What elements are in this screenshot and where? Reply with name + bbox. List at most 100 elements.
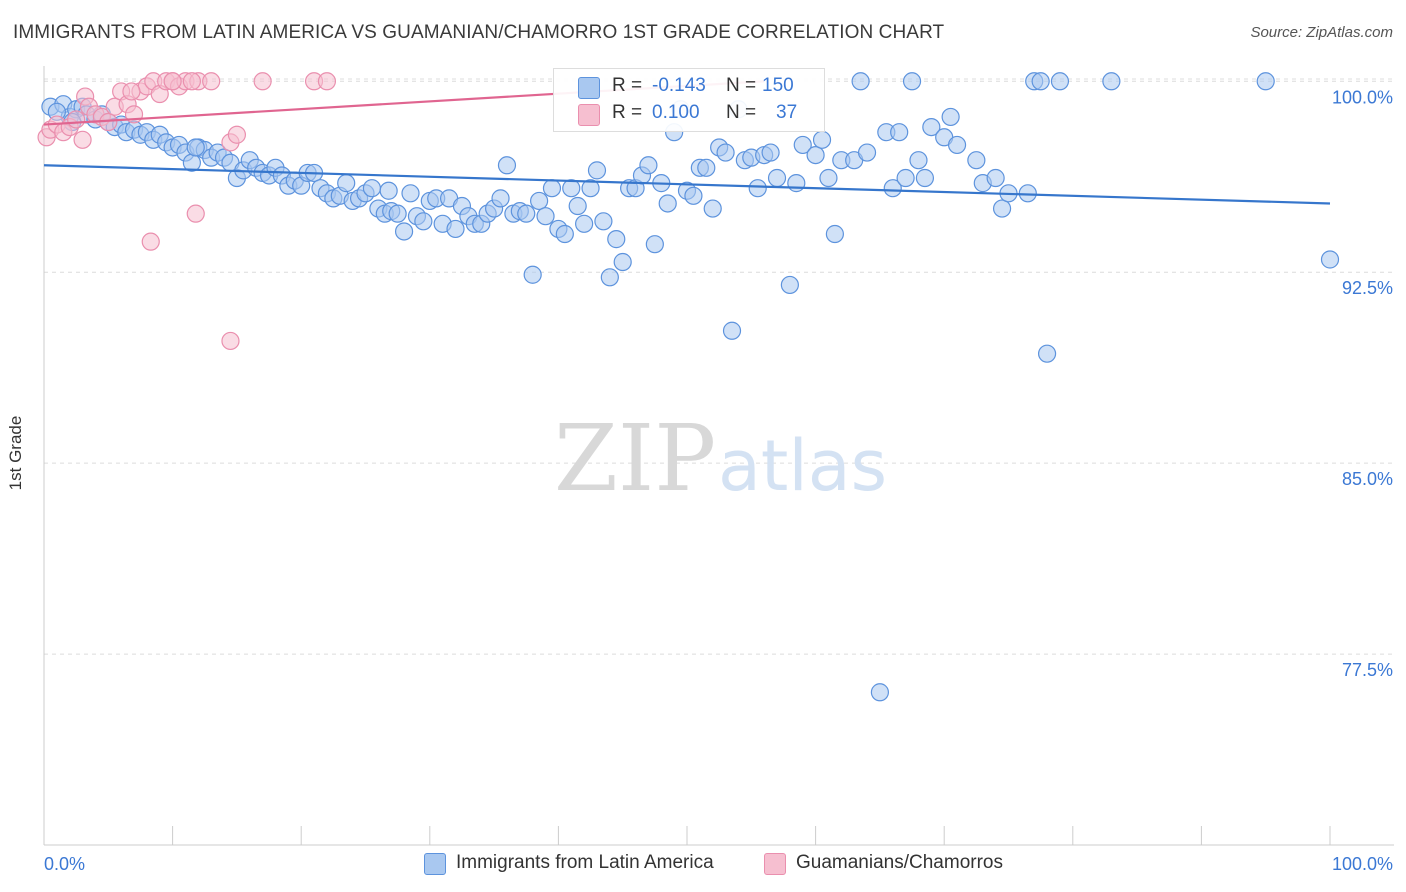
latin-america-point [594,212,613,231]
latin-america-point [825,224,844,244]
n-value: 150 [762,75,794,96]
latin-america-point [890,123,909,142]
data-points [37,72,1340,702]
latin-america-point [600,268,619,287]
y-tick-label: 92.5% [1342,278,1393,298]
latin-america-point [697,158,716,177]
latin-america-point [555,224,574,244]
latin-america-point [337,174,356,193]
latin-america-point [394,222,414,241]
latin-america-point [1050,72,1070,91]
guamanian-point [73,130,92,149]
latin-america-point [896,168,915,188]
latin-america-point [607,230,626,249]
watermark-atlas: atlas [718,425,887,507]
latin-america-point [362,179,382,198]
series-legend: Immigrants from Latin America Guamanians… [0,852,1406,878]
latin-america-point [542,179,562,198]
guamanian-point [141,232,160,251]
guamanian-point [163,72,182,91]
source-label: Source: ZipAtlas.com [1250,24,1393,41]
latin-america-point [1102,72,1121,91]
r-value: 0.100 [652,102,700,123]
latin-america-point [658,194,677,213]
guamanian-point [317,72,337,91]
stats-legend-row-pink: R = 0.100 N = 37 [554,100,824,128]
latin-america-point [1320,250,1340,269]
latin-america-point [870,683,890,702]
latin-america-trend-line [43,164,1331,205]
latin-america-point [575,214,594,233]
latin-america-point [941,107,960,127]
r-value: -0.143 [652,75,706,96]
latin-america-point [767,168,787,188]
latin-america-point [1256,72,1275,91]
latin-america-point [909,151,928,170]
latin-america-point [819,168,838,188]
latin-america-point [915,168,935,188]
latin-america-point [530,191,549,211]
guamanian-point [221,331,240,351]
watermark-zip: ZIP [554,405,716,512]
latin-america-point [414,212,433,231]
latin-america-point [812,130,832,149]
tick-labels: 77.5% 85.0% 92.5% 100.0% 0.0% 100.0% [44,87,1393,874]
latin-america-point [536,207,555,226]
latin-america-point [613,252,632,272]
latin-america-point [587,161,607,180]
latin-america-point [581,179,600,198]
latin-america-point [787,174,806,193]
n-label: N = [726,102,757,123]
guamanian-point [253,72,272,91]
latin-america-point [703,199,722,218]
latin-america-point [992,199,1012,218]
latin-america-point [1031,72,1050,91]
guamanian-point [122,82,141,101]
guamanian-point [227,125,246,144]
latin-america-point [947,135,967,155]
latin-america-point [748,179,767,198]
latin-america-point [684,186,703,205]
latin-america-point [639,156,658,175]
x-tick-label: 0.0% [44,854,85,874]
guamanian-point [182,72,201,91]
axes [43,66,1394,846]
guamanian-point [202,72,221,91]
latin-america-point [902,72,922,91]
latin-america-point [186,138,205,157]
watermark: ZIP atlas [554,405,887,512]
pink-swatch [764,853,786,875]
latin-america-point [922,117,941,137]
latin-america-point [722,321,742,340]
latin-america-point [497,156,517,175]
y-tick-label: 100.0% [1332,87,1393,107]
latin-america-point [517,204,536,223]
x-tick-label: 100.0% [1332,854,1393,874]
latin-america-point [523,265,542,284]
chart-title: IMMIGRANTS FROM LATIN AMERICA VS GUAMANI… [13,22,945,43]
latin-america-point [716,143,735,162]
latin-america-point [446,219,465,239]
stats-legend-row-blue: R = -0.143 N = 150 [554,73,824,101]
latin-america-point [883,179,902,198]
r-label: R = [612,75,643,96]
latin-america-point [401,184,420,203]
latin-america-point [388,204,407,223]
n-value: 37 [776,102,798,123]
latin-america-point [1037,344,1057,363]
n-label: N = [726,75,757,96]
latin-america-point [793,135,812,155]
blue-swatch [578,77,600,99]
guamanian-point [186,204,205,223]
pink-swatch [578,104,600,126]
latin-america-point [562,179,581,198]
latin-america-point [967,151,986,170]
r-label: R = [612,102,643,123]
stats-legend: R = -0.143 N = 150 R = 0.100 N = 37 [553,68,825,132]
blue-swatch [424,853,446,875]
latin-america-point [857,143,877,162]
latin-america-point [568,196,587,216]
y-tick-label: 85.0% [1342,469,1393,489]
legend-label: Immigrants from Latin America [456,852,714,873]
